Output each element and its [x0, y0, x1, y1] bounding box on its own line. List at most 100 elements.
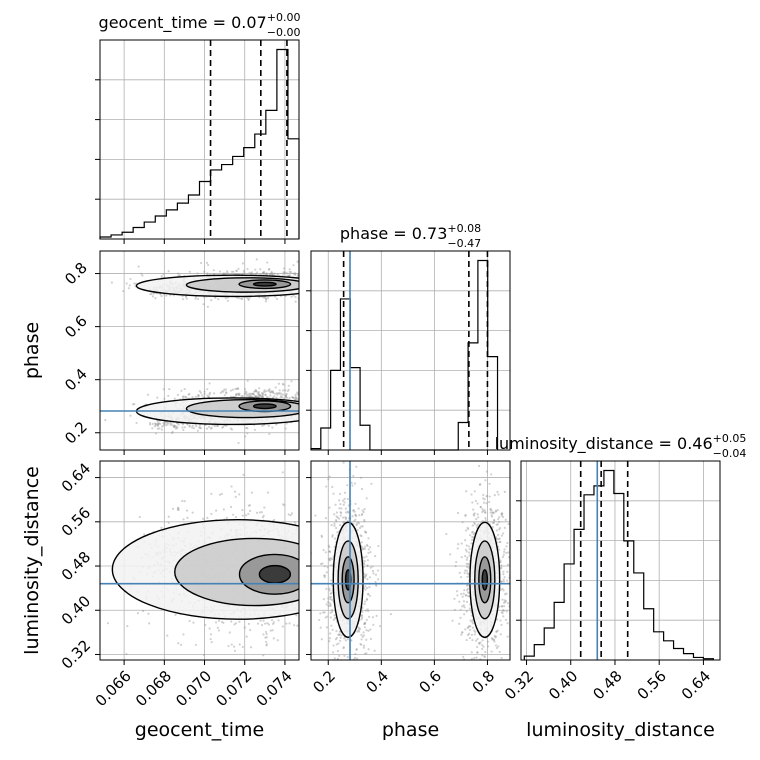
scatter-point	[319, 612, 322, 615]
scatter-point	[356, 682, 358, 684]
scatter-point	[347, 696, 349, 698]
scatter-point	[270, 273, 273, 276]
scatter-point	[328, 546, 331, 549]
scatter-point	[104, 418, 107, 422]
scatter-point	[210, 512, 213, 516]
scatter-point	[271, 622, 275, 625]
scatter-point	[165, 421, 168, 424]
scatter-point	[182, 633, 185, 636]
scatter-point	[283, 271, 286, 274]
scatter-point	[237, 393, 240, 396]
scatter-point	[217, 629, 221, 632]
scatter-point	[241, 262, 245, 265]
scatter-point	[255, 395, 258, 398]
scatter-point	[339, 524, 342, 527]
scatter-point	[233, 649, 237, 652]
scatter-point	[292, 396, 295, 400]
scatter-point	[363, 622, 366, 625]
scatter-point	[188, 425, 191, 428]
scatter-point	[308, 267, 310, 269]
scatter-point	[136, 612, 140, 615]
scatter-point	[234, 387, 237, 391]
scatter-point	[229, 427, 232, 430]
scatter-point	[368, 594, 372, 597]
scatter-point	[360, 545, 363, 549]
scatter-point	[289, 271, 293, 274]
scatter-point	[226, 271, 229, 274]
scatter-point	[224, 391, 228, 394]
scatter-point	[129, 277, 132, 281]
scatter-point	[263, 272, 266, 275]
scatter-point	[224, 388, 227, 391]
scatter-point	[333, 537, 337, 540]
scatter-point	[331, 608, 334, 612]
scatter-point	[251, 392, 254, 395]
scatter-point	[269, 272, 272, 276]
scatter-point	[308, 396, 310, 398]
scatter-point	[346, 510, 350, 513]
scatter-point	[281, 393, 285, 396]
scatter-point	[360, 643, 363, 646]
scatter-point	[301, 293, 303, 295]
scatter-point	[146, 393, 150, 396]
scatter-point	[154, 424, 157, 427]
scatter-point	[199, 427, 202, 430]
scatter-point	[212, 269, 215, 272]
scatter-point	[198, 426, 201, 430]
scatter-point	[339, 636, 342, 639]
scatter-point	[282, 271, 285, 274]
scatter-point	[186, 423, 189, 426]
scatter-point	[258, 394, 261, 397]
scatter-point	[305, 274, 307, 276]
scatter-point	[141, 609, 145, 613]
scatter-point	[200, 261, 203, 265]
scatter-point	[328, 550, 331, 553]
scatter-point	[274, 386, 277, 389]
scatter-point	[254, 390, 258, 393]
scatter-point	[355, 522, 358, 525]
scatter-point	[303, 272, 305, 274]
scatter-point	[308, 406, 310, 408]
scatter-point	[245, 635, 248, 638]
scatter-point	[350, 639, 353, 642]
scatter-point	[329, 557, 332, 560]
scatter-point	[334, 616, 337, 619]
scatter-point	[370, 482, 373, 485]
scatter-point	[300, 607, 302, 609]
scatter-point	[238, 643, 241, 646]
scatter-point	[304, 280, 306, 282]
scatter-point	[176, 508, 179, 511]
scatter-point	[214, 296, 217, 299]
scatter-point	[360, 525, 363, 528]
scatter-point	[222, 508, 225, 511]
scatter-point	[278, 389, 281, 392]
scatter-point	[214, 621, 218, 624]
scatter-point	[255, 271, 259, 274]
scatter-point	[374, 573, 378, 576]
scatter-point	[361, 547, 365, 550]
scatter-point	[288, 268, 291, 271]
scatter-point	[352, 674, 354, 676]
scatter-point	[153, 425, 156, 428]
scatter-point	[283, 272, 286, 275]
scatter-point	[305, 557, 307, 559]
scatter-point	[306, 393, 308, 395]
scatter-point	[261, 393, 264, 396]
scatter-point	[343, 672, 345, 674]
scatter-point	[346, 519, 349, 523]
scatter-point	[382, 662, 384, 664]
scatter-point	[304, 286, 306, 288]
scatter-point	[245, 391, 248, 394]
scatter-point	[216, 626, 219, 629]
scatter-point	[353, 510, 356, 513]
scatter-point	[235, 387, 238, 390]
scatter-point	[263, 389, 266, 392]
scatter-point	[302, 268, 304, 270]
scatter-point	[156, 423, 159, 426]
scatter-point	[307, 545, 309, 547]
scatter-point	[333, 513, 336, 516]
scatter-point	[203, 270, 206, 273]
scatter-point	[237, 267, 240, 271]
scatter-point	[219, 391, 222, 394]
scatter-point	[308, 291, 310, 293]
